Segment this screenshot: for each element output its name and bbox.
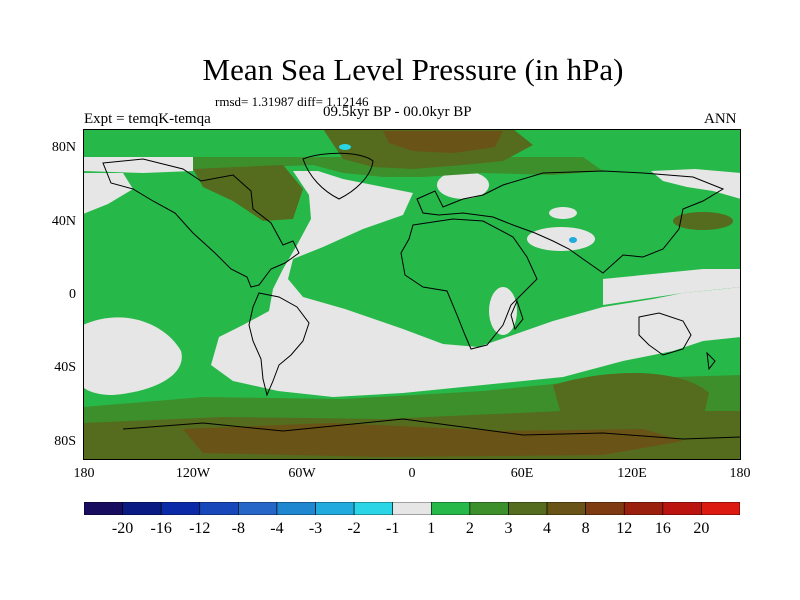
neutral-region (83, 157, 193, 173)
colorbar-swatch (701, 502, 740, 515)
neutral-region (211, 171, 741, 397)
lon-tick-label: 180 (73, 466, 95, 481)
neutral-region (83, 317, 182, 395)
colorbar-label: -16 (150, 520, 172, 537)
colorbar-label: 3 (504, 520, 513, 537)
neutral-region (603, 269, 741, 305)
lon-tick-label: 120E (617, 466, 647, 481)
colorbar-label: 16 (654, 520, 671, 537)
colorbar-label: -4 (270, 520, 284, 537)
season-label: ANN (704, 111, 737, 127)
anomaly-negative-patch (339, 144, 351, 150)
neutral-region (437, 171, 489, 199)
neutral-region (489, 287, 517, 335)
neutral-region (83, 173, 133, 214)
colorbar-swatch (430, 502, 471, 515)
experiment-label: Expt = temqK-temqa (84, 111, 211, 127)
anomaly-8-12-region (183, 423, 683, 457)
colorbar-swatch (662, 502, 702, 515)
colorbar-swatch (353, 502, 394, 515)
colorbar-swatch (469, 502, 509, 515)
colorbar-label: 2 (465, 520, 474, 537)
colorbar-label: 8 (581, 520, 590, 537)
period-label: 09.5kyr BP - 00.0kyr BP (323, 104, 472, 120)
colorbar-swatch (546, 502, 586, 515)
colorbar-label: 4 (543, 520, 552, 537)
colorbar-label: -1 (386, 520, 400, 537)
colorbar-swatch (122, 502, 162, 515)
colorbar-swatch (585, 502, 625, 515)
colorbar-label: -2 (347, 520, 361, 537)
colorbar-label: -12 (189, 520, 211, 537)
coastlines (102, 152, 741, 440)
map-title: Mean Sea Level Pressure (in hPa) (202, 52, 624, 87)
colorbar-swatch (199, 502, 239, 515)
neutral-region (527, 227, 595, 251)
lon-tick-label: 180 (729, 466, 751, 481)
lon-tick-label: 60E (510, 466, 534, 481)
colorbar-label: 12 (616, 520, 633, 537)
colorbar-swatch (160, 502, 201, 515)
colorbar-swatch (276, 502, 316, 515)
lon-tick-label: 60W (288, 466, 316, 481)
colorbar-label: 1 (427, 520, 436, 537)
colorbar-swatch (84, 502, 123, 515)
anomaly-4-8-region (193, 165, 303, 221)
colorbar-label: 20 (693, 520, 710, 537)
colorbar-label: -8 (231, 520, 245, 537)
stats-line: rmsd= 1.31987 diff= 1.12146 (215, 94, 369, 109)
anomaly-negative-patch (569, 237, 577, 243)
colorbar-label: -20 (111, 520, 134, 537)
lon-tick-label: 120W (175, 466, 211, 481)
lat-tick-label: 0 (69, 287, 76, 302)
neutral-region (549, 207, 577, 219)
colorbar-swatch (315, 502, 355, 515)
lat-tick-label: 80S (54, 434, 76, 449)
lon-tick-label: 0 (408, 466, 416, 481)
anomaly-4-8-region (673, 212, 733, 230)
colorbar-swatch (623, 502, 664, 515)
anomaly-4-8-region (553, 373, 709, 421)
colorbar-swatch (392, 502, 432, 515)
colorbar-label: -3 (308, 520, 323, 537)
lat-tick-label: 80N (51, 140, 76, 155)
colorbar-swatch (238, 502, 278, 515)
anomaly-8-12-region (383, 131, 503, 153)
lat-tick-label: 40N (51, 214, 76, 229)
pressure-anomaly-map (83, 129, 741, 460)
colorbar (84, 502, 740, 515)
map-frame (83, 129, 741, 460)
lat-tick-label: 40S (54, 360, 76, 375)
colorbar-swatch (508, 502, 548, 515)
